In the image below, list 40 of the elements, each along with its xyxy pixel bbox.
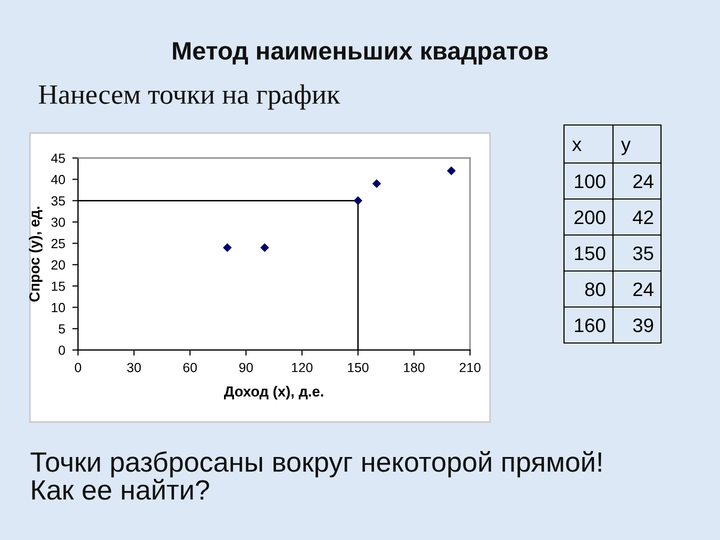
text: y: [621, 140, 631, 156]
chart-subtitle: Нанесем точки на график: [38, 84, 340, 110]
point: [260, 243, 270, 252]
y-tick-label: 15: [52, 282, 65, 291]
y-tick-label: 30: [51, 218, 65, 227]
chart-title: Метод наименьших квадратов: [173, 42, 548, 65]
y-tick-label: 25: [51, 238, 65, 248]
y-tick-label: 35: [51, 196, 65, 206]
y-tick-label: 0: [58, 346, 65, 355]
x-tick-label: 120: [292, 362, 312, 372]
text: 24: [633, 282, 654, 296]
text: Точки разбросаны вокруг некоторой прямой! Как ее найти?: [30, 451, 602, 500]
text: x: [572, 140, 582, 152]
x-tick-label: 30: [127, 362, 141, 372]
x-tick-label: 210: [460, 362, 480, 372]
y-tick-label: 45: [51, 154, 65, 163]
text: 150: [575, 246, 606, 260]
y-tick-label: 40: [51, 174, 65, 184]
x-tick-label: 60: [183, 362, 197, 372]
point: [354, 196, 362, 206]
x-tick-label: 90: [239, 362, 253, 372]
text: 100: [575, 174, 606, 188]
text: 35: [633, 246, 654, 260]
text: 80: [585, 282, 606, 296]
y-tick-label: 5: [58, 324, 65, 334]
x-axis-title: Доход (x), д.е.: [224, 386, 324, 400]
text: 39: [633, 318, 654, 332]
point: [372, 179, 382, 188]
x-tick-label: 180: [404, 362, 424, 372]
x-tick-label: 150: [348, 362, 368, 372]
text: 160: [575, 318, 606, 332]
y-tick-label: 10: [52, 302, 65, 312]
x-tick-label: 0: [74, 362, 82, 372]
text: 200: [574, 210, 606, 224]
point: [222, 243, 232, 252]
text: 42: [632, 210, 654, 224]
text: 24: [633, 174, 654, 188]
point: [446, 166, 456, 176]
y-axis-title: Спрос (y), ед.: [28, 206, 42, 302]
y-tick-label: 20: [51, 260, 65, 270]
